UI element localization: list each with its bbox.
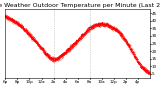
Title: Milwaukee Weather Outdoor Temperature per Minute (Last 24 Hours): Milwaukee Weather Outdoor Temperature pe… bbox=[0, 3, 160, 8]
